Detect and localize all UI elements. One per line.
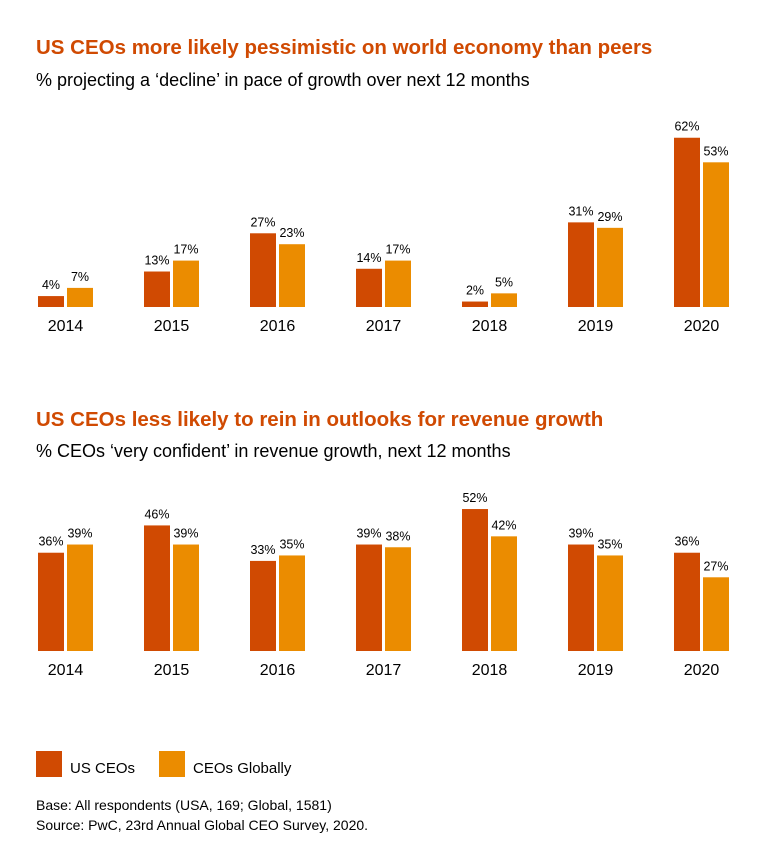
chart2-label-us-2017: 39% (356, 527, 381, 541)
legend-item-global: CEOs Globally (159, 751, 291, 777)
chart2-bar-global-2020 (703, 577, 729, 651)
chart1-bar-us-2019 (568, 222, 594, 307)
chart2-bar-us-2020 (674, 552, 700, 651)
chart2-bar-us-2016 (250, 560, 276, 651)
chart2-xtick-2014: 2014 (48, 662, 84, 679)
chart2-label-global-2019: 35% (597, 537, 622, 551)
chart1-xtick-2016: 2016 (260, 318, 296, 335)
chart1-label-global-2015: 17% (173, 243, 198, 257)
chart1-xtick-2018: 2018 (472, 318, 508, 335)
chart2-bar-global-2016 (279, 555, 305, 651)
legend-swatch-global (159, 751, 186, 777)
legend: US CEOs CEOs Globally (36, 751, 315, 777)
chart2-bar-global-2017 (385, 547, 411, 651)
chart2-bar-us-2017 (356, 544, 382, 651)
chart1-xtick-2020: 2020 (684, 318, 720, 335)
chart2-label-us-2020: 36% (674, 535, 699, 549)
chart2-xtick-2016: 2016 (260, 662, 296, 679)
base-note: Base: All respondents (USA, 169; Global,… (36, 797, 332, 813)
chart1-bar-global-2014 (67, 287, 93, 307)
chart2-xtick-2017: 2017 (366, 662, 402, 679)
chart2-bar-us-2019 (568, 544, 594, 651)
legend-swatch-us (36, 751, 62, 777)
chart1-bar-us-2020 (674, 137, 700, 307)
legend-label-us: US CEOs (70, 760, 136, 777)
chart1-label-us-2015: 13% (144, 254, 169, 268)
chart1-xtick-2017: 2017 (366, 318, 402, 335)
chart2-label-global-2018: 42% (491, 518, 516, 532)
notes: Base: All respondents (USA, 169; Global,… (36, 795, 368, 835)
chart2-bar-us-2018 (462, 509, 488, 651)
chart1-label-us-2018: 2% (466, 284, 484, 298)
chart1-bar-global-2016 (279, 244, 305, 307)
chart2-label-us-2019: 39% (568, 527, 593, 541)
chart1-label-us-2019: 31% (568, 204, 593, 218)
source-note: Source: PwC, 23rd Annual Global CEO Surv… (36, 817, 369, 833)
legend-item-us: US CEOs (36, 751, 135, 777)
chart2-title: US CEOs less likely to rein in outlooks … (36, 408, 604, 431)
chart1-bar-us-2017 (356, 268, 382, 307)
chart1-subtitle: % projecting a ‘decline’ in pace of grow… (36, 70, 530, 90)
chart2-xtick-2019: 2019 (578, 662, 614, 679)
chart2-subtitle: % CEOs ‘very confident’ in revenue growt… (36, 441, 511, 461)
chart2-label-global-2016: 35% (279, 537, 304, 551)
chart2-xtick-2018: 2018 (472, 662, 508, 679)
chart1-label-global-2016: 23% (279, 226, 304, 240)
chart2-label-us-2014: 36% (38, 535, 63, 549)
chart2-label-global-2020: 27% (703, 559, 728, 573)
chart1-bar-us-2015 (144, 271, 170, 307)
chart2-xtick-2020: 2020 (684, 662, 720, 679)
chart1-bar-us-2014 (38, 296, 64, 307)
chart2-bar-us-2015 (144, 525, 170, 651)
chart1-title: US CEOs more likely pessimistic on world… (36, 36, 653, 59)
chart2-label-us-2015: 46% (144, 507, 169, 521)
chart1-label-global-2017: 17% (385, 243, 410, 257)
chart1-label-global-2019: 29% (597, 210, 622, 224)
chart1-bar-global-2017 (385, 260, 411, 307)
chart1-xtick-2019: 2019 (578, 318, 614, 335)
legend-label-global: CEOs Globally (193, 760, 292, 777)
chart1-label-global-2018: 5% (495, 275, 513, 289)
chart2-xtick-2015: 2015 (154, 662, 190, 679)
chart1-bar-global-2019 (597, 227, 623, 307)
chart2-label-global-2017: 38% (385, 529, 410, 543)
chart1-bar-global-2018 (491, 293, 517, 307)
chart1-bar-global-2020 (703, 162, 729, 307)
chart1-label-global-2020: 53% (703, 144, 728, 158)
chart1-bar-global-2015 (173, 260, 199, 307)
chart1-label-us-2014: 4% (42, 278, 60, 292)
chart1-label-us-2020: 62% (674, 120, 699, 134)
chart1-label-us-2016: 27% (250, 215, 275, 229)
chart1-label-global-2014: 7% (71, 270, 89, 284)
chart2-label-us-2016: 33% (250, 543, 275, 557)
chart2-label-us-2018: 52% (462, 491, 487, 505)
chart2-bar-global-2015 (173, 544, 199, 651)
chart1-xtick-2015: 2015 (154, 318, 190, 335)
chart2-bar-global-2014 (67, 544, 93, 651)
chart2-bar-global-2019 (597, 555, 623, 651)
chart2-label-global-2014: 39% (67, 527, 92, 541)
chart1-xtick-2014: 2014 (48, 318, 84, 335)
chart2-bar-global-2018 (491, 536, 517, 651)
chart1-bar-us-2018 (462, 301, 488, 307)
chart1-label-us-2017: 14% (356, 251, 381, 265)
chart2-label-global-2015: 39% (173, 527, 198, 541)
chart2-bar-us-2014 (38, 552, 64, 651)
chart1-bar-us-2016 (250, 233, 276, 307)
